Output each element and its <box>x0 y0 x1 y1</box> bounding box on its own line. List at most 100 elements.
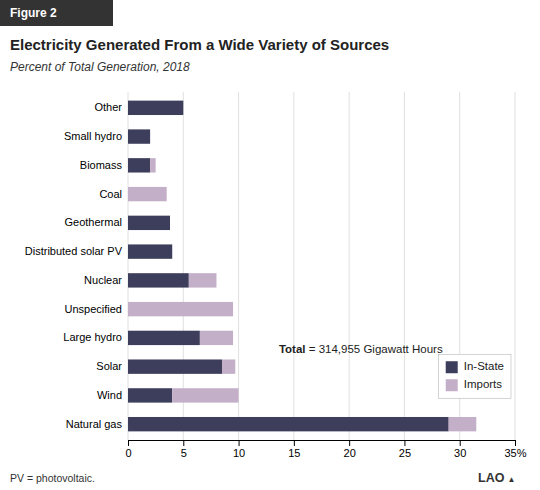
tick-label: 30 <box>454 447 466 459</box>
tick: 0 <box>125 440 131 459</box>
series <box>128 158 476 431</box>
tick-label: Natural gas <box>66 418 123 430</box>
title: Electricity Generated From a Wide Variet… <box>10 36 389 53</box>
tick-label: Large hydro <box>63 331 122 343</box>
tick: Solar <box>96 360 122 372</box>
tick-label: Geothermal <box>65 216 122 228</box>
tick: 10 <box>233 440 245 459</box>
legend-item: Imports <box>446 378 503 391</box>
bar <box>170 216 171 230</box>
legend-label: Imports <box>464 378 503 390</box>
tick: 35% <box>504 440 526 459</box>
legend: In-State Imports <box>439 354 511 398</box>
tick: Small hydro <box>64 130 122 142</box>
figure-label-bg <box>0 0 113 26</box>
figure-label: Figure 2 <box>10 6 57 20</box>
bar <box>128 388 172 402</box>
bar <box>128 187 167 201</box>
value-axis: 05101520253035% <box>125 440 526 459</box>
tick-label: Wind <box>97 389 122 401</box>
bar <box>128 101 183 115</box>
tick-mark <box>183 440 184 446</box>
grid-line <box>128 92 129 440</box>
grid <box>128 92 515 440</box>
tick-mark <box>294 440 295 446</box>
bar <box>449 417 477 431</box>
tick-mark <box>239 440 240 446</box>
legend-label: In-State <box>464 360 504 372</box>
bar <box>128 158 150 172</box>
bar <box>128 216 170 230</box>
tick: 20 <box>344 440 356 459</box>
tick-label: Coal <box>99 188 122 200</box>
bar <box>200 331 233 345</box>
bar <box>222 359 235 373</box>
legend-swatch <box>446 361 458 373</box>
tick: Geothermal <box>65 216 122 228</box>
footnote: PV = photovoltaic. <box>10 472 95 484</box>
tick-label: 0 <box>125 447 131 459</box>
plot: 05101520253035%Natural gasWindSolarLarge… <box>25 92 527 459</box>
tick-label: 15 <box>288 447 300 459</box>
bar <box>150 129 151 143</box>
tick: Coal <box>99 188 122 200</box>
grid-line <box>238 92 239 440</box>
tick-mark <box>515 440 516 446</box>
tick-mark <box>349 440 350 446</box>
grid-line <box>293 92 294 440</box>
tick: Wind <box>97 389 122 401</box>
category-axis: Natural gas Wind Solar Large hydro Unspecifi… <box>25 101 123 429</box>
bar <box>128 273 189 287</box>
bar <box>128 417 449 431</box>
annotation: Total = 314,955 Gigawatt Hours <box>279 343 443 355</box>
series <box>128 101 449 432</box>
tick-label: Biomass <box>80 159 123 171</box>
bar <box>128 129 150 143</box>
logo-mark: ▲ <box>507 475 515 484</box>
tick: Biomass <box>80 159 123 171</box>
tick: Distributed solar PV <box>25 245 123 257</box>
tick-label: Distributed solar PV <box>25 245 123 257</box>
bar <box>189 273 217 287</box>
bar <box>183 101 184 115</box>
tick: Nuclear <box>84 274 122 286</box>
bars <box>128 101 476 432</box>
tick-mark <box>460 440 461 446</box>
tick-label: Nuclear <box>84 274 122 286</box>
tick-mark <box>404 440 405 446</box>
tick-label: 20 <box>344 447 356 459</box>
legend-box <box>439 354 511 398</box>
logo-text: LAO <box>478 471 505 485</box>
bar <box>172 244 173 258</box>
figure-label-box: Figure 2 <box>0 0 113 26</box>
annotation-part: Total <box>279 343 306 355</box>
tick: Other <box>94 101 122 113</box>
bar <box>128 244 172 258</box>
tick-label: Other <box>94 101 122 113</box>
tick-label: Solar <box>96 360 122 372</box>
tick: Natural gas <box>66 418 123 430</box>
tick-label: 25 <box>399 447 411 459</box>
tick: Unspecified <box>65 303 122 315</box>
tick: 25 <box>399 440 411 459</box>
tick-label: Small hydro <box>64 130 122 142</box>
tick-label: Unspecified <box>65 303 122 315</box>
tick-mark <box>128 440 129 446</box>
bar <box>128 302 233 316</box>
tick: Large hydro <box>63 331 122 343</box>
tick: 15 <box>288 440 300 459</box>
bar <box>128 359 222 373</box>
chart: Figure 2 Electricity Generated From a Wid… <box>0 0 540 490</box>
legend-item: In-State <box>446 360 504 373</box>
grid-line <box>515 92 516 440</box>
bar <box>172 388 238 402</box>
tick-label: 35% <box>504 447 526 459</box>
tick: 30 <box>454 440 466 459</box>
tick-label: 10 <box>233 447 245 459</box>
legend-swatch <box>446 379 458 391</box>
axis-line <box>129 441 516 447</box>
grid-line <box>349 92 350 440</box>
bar <box>150 158 156 172</box>
annotation-part: = 314,955 Gigawatt Hours <box>306 343 443 355</box>
bar <box>128 331 200 345</box>
